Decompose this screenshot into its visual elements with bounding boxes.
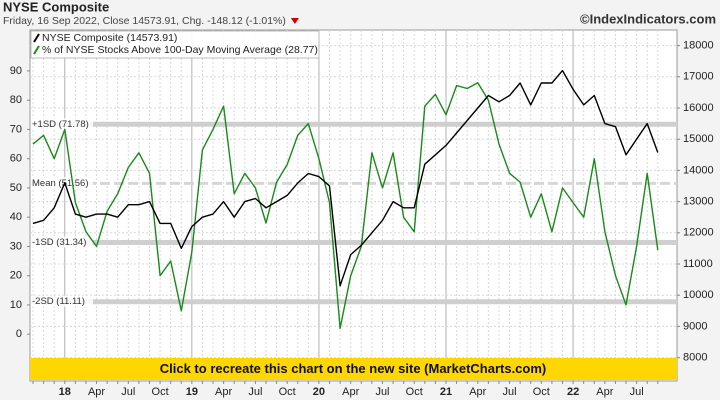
y2-tick-label: 10000: [683, 289, 714, 301]
legend-label: NYSE Composite (14573.91): [42, 32, 177, 44]
legend-swatch: [33, 45, 40, 55]
y2-tick-label: 14000: [683, 164, 714, 176]
y-tick-label: 70: [10, 123, 22, 135]
band-label: -2SD (11.11): [32, 296, 85, 307]
change-arrow: [290, 18, 299, 24]
y2-tick-label: 15000: [683, 133, 714, 145]
x-tick-label: Apr: [88, 386, 105, 398]
band-label-box: [31, 236, 93, 248]
x-tick-label: Jul: [121, 386, 135, 398]
x-tick-label: 19: [186, 386, 198, 398]
x-tick-label: Jul: [630, 386, 644, 398]
y2-tick-label: 17000: [683, 71, 714, 83]
grid-layer: [30, 30, 677, 381]
y-tick-label: 0: [16, 328, 22, 340]
series-line: [32, 69, 659, 287]
axis-layer: 18 Apr Jul Oct 19 Apr Jul Oct 20 Apr Jul Oct 21 Apr Ju…: [10, 40, 714, 398]
banner-text[interactable]: Click to recreate this chart on the new …: [160, 361, 547, 376]
legend: NYSE Composite (14573.91)% of NYSE Stock…: [30, 30, 320, 59]
y2-tick-label: 13000: [683, 196, 714, 208]
banner[interactable]: Click to recreate this chart on the new …: [30, 358, 677, 380]
banner-box[interactable]: [30, 358, 677, 380]
plot-area: [29, 29, 678, 382]
y-tick-label: 60: [10, 153, 22, 165]
x-tick-label: Apr: [342, 386, 359, 398]
x-tick-label: Apr: [469, 386, 486, 398]
x-tick-label: 21: [440, 386, 452, 398]
y-tick-label: 40: [10, 211, 22, 223]
x-tick-label: Oct: [406, 386, 423, 398]
x-tick-label: Oct: [533, 386, 550, 398]
legend-label: % of NYSE Stocks Above 100-Day Moving Av…: [42, 44, 318, 56]
series-line: [32, 82, 659, 330]
chart-subtitle: Friday, 16 Sep 2022, Close 14573.91, Chg…: [3, 15, 286, 27]
x-tick-label: Jul: [503, 386, 517, 398]
band-label-box: [31, 295, 93, 307]
y-tick-label: 80: [10, 94, 22, 106]
x-tick-label: 22: [567, 386, 579, 398]
line-layer: [32, 69, 659, 330]
y-tick-label: 50: [10, 182, 22, 194]
x-tick-label: Oct: [152, 386, 169, 398]
y-tick-label: 90: [10, 65, 22, 77]
y-tick-label: 30: [10, 240, 22, 252]
x-tick-label: Jul: [248, 386, 262, 398]
band-label: Mean (51.56): [32, 178, 89, 189]
y2-tick-label: 9000: [683, 320, 707, 332]
band-layer: +1SD (71.78) Mean (51.56) -1SD (31.34) -2SD…: [30, 118, 677, 307]
x-tick-label: 18: [59, 386, 71, 398]
legend-box: [30, 30, 320, 59]
band-label: +1SD (71.78): [32, 119, 89, 130]
y2-tick-label: 16000: [683, 102, 714, 114]
band-label: -1SD (31.34): [32, 237, 86, 248]
x-tick-label: Oct: [279, 386, 296, 398]
x-tick-label: Apr: [596, 386, 613, 398]
y-tick-label: 10: [10, 299, 22, 311]
x-tick-label: Apr: [215, 386, 232, 398]
legend-swatch: [33, 33, 40, 43]
x-tick-label: Jul: [375, 386, 389, 398]
y2-tick-label: 12000: [683, 227, 714, 239]
watermark: ©IndexIndicators.com: [580, 11, 716, 26]
chart-title: NYSE Composite: [3, 0, 109, 14]
y2-tick-label: 18000: [683, 40, 714, 52]
y-tick-label: 20: [10, 270, 22, 282]
y2-tick-label: 8000: [683, 352, 707, 364]
x-tick-label: 20: [313, 386, 325, 398]
y2-tick-label: 11000: [683, 258, 713, 270]
band-label-box: [31, 177, 93, 189]
band-label-box: [31, 118, 93, 130]
